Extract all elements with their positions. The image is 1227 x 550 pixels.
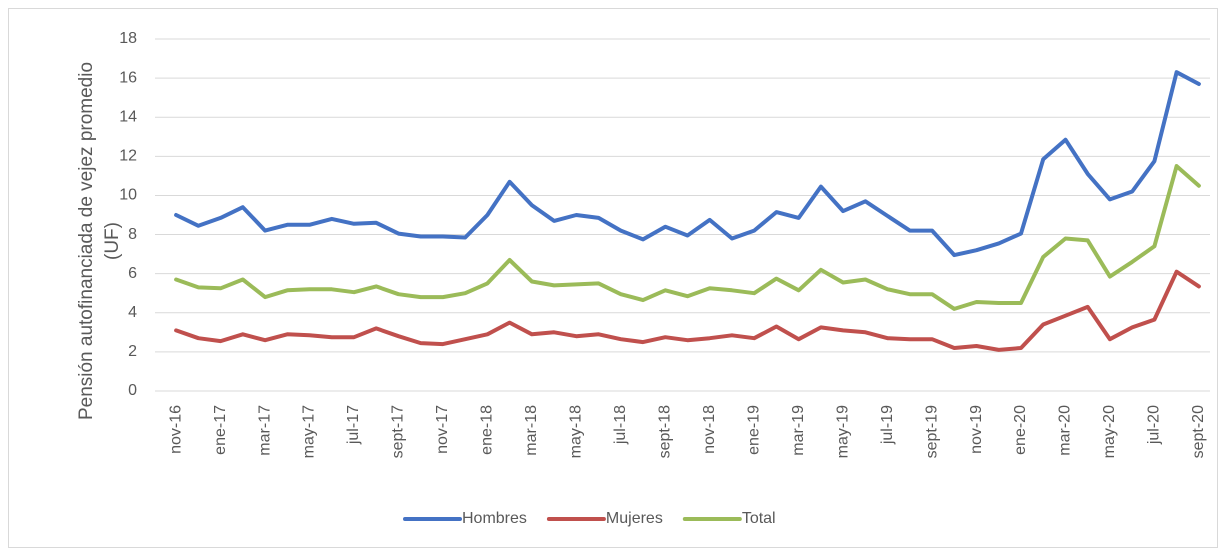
x-tick-label: jul-17 (345, 405, 362, 445)
y-tick-label: 12 (119, 148, 137, 165)
y-tick-label: 0 (128, 382, 137, 399)
x-tick-label: nov-18 (701, 405, 718, 454)
x-tick-label: sept-18 (656, 405, 673, 458)
legend-label: Total (742, 510, 776, 527)
x-tick-label: ene-19 (745, 405, 762, 455)
y-tick-label: 10 (119, 187, 137, 204)
x-tick-label: may-18 (568, 405, 585, 458)
x-tick-label: nov-16 (167, 405, 184, 454)
x-tick-label: sept-19 (923, 405, 940, 458)
y-tick-label: 14 (119, 108, 137, 125)
y-tick-label: 4 (128, 304, 137, 321)
x-tick-label: mar-17 (256, 405, 273, 456)
y-tick-label: 18 (119, 30, 137, 47)
x-tick-label: jul-20 (1146, 405, 1163, 445)
x-tick-label: sept-17 (390, 405, 407, 458)
series-line (174, 269, 1201, 352)
legend-label: Hombres (462, 510, 527, 527)
y-tick-label: 8 (128, 226, 137, 243)
legend-label: Mujeres (606, 510, 663, 527)
x-tick-label: jul-19 (879, 405, 896, 445)
y-tick-label: 16 (119, 69, 137, 86)
x-tick-label: mar-20 (1057, 405, 1074, 456)
x-tick-label: mar-19 (790, 405, 807, 456)
x-tick-label: may-17 (301, 405, 318, 458)
x-tick-label: may-19 (834, 405, 851, 458)
x-tick-label: ene-18 (479, 405, 496, 455)
y-axis-title: Pensión autofinanciada de vejez promedio… (76, 61, 123, 421)
y-tick-label: 6 (128, 265, 137, 282)
chart-border (8, 8, 1218, 548)
x-tick-label: nov-17 (434, 405, 451, 454)
x-tick-label: ene-17 (212, 405, 229, 455)
series-line (174, 164, 1201, 311)
x-tick-label: may-20 (1101, 405, 1118, 458)
x-tick-label: jul-18 (612, 405, 629, 445)
series-line (174, 70, 1201, 258)
x-tick-label: ene-20 (1012, 405, 1029, 455)
x-tick-label: nov-19 (968, 405, 985, 454)
x-tick-label: sept-20 (1190, 405, 1207, 458)
y-tick-label: 2 (128, 343, 137, 360)
x-tick-label: mar-18 (523, 405, 540, 456)
